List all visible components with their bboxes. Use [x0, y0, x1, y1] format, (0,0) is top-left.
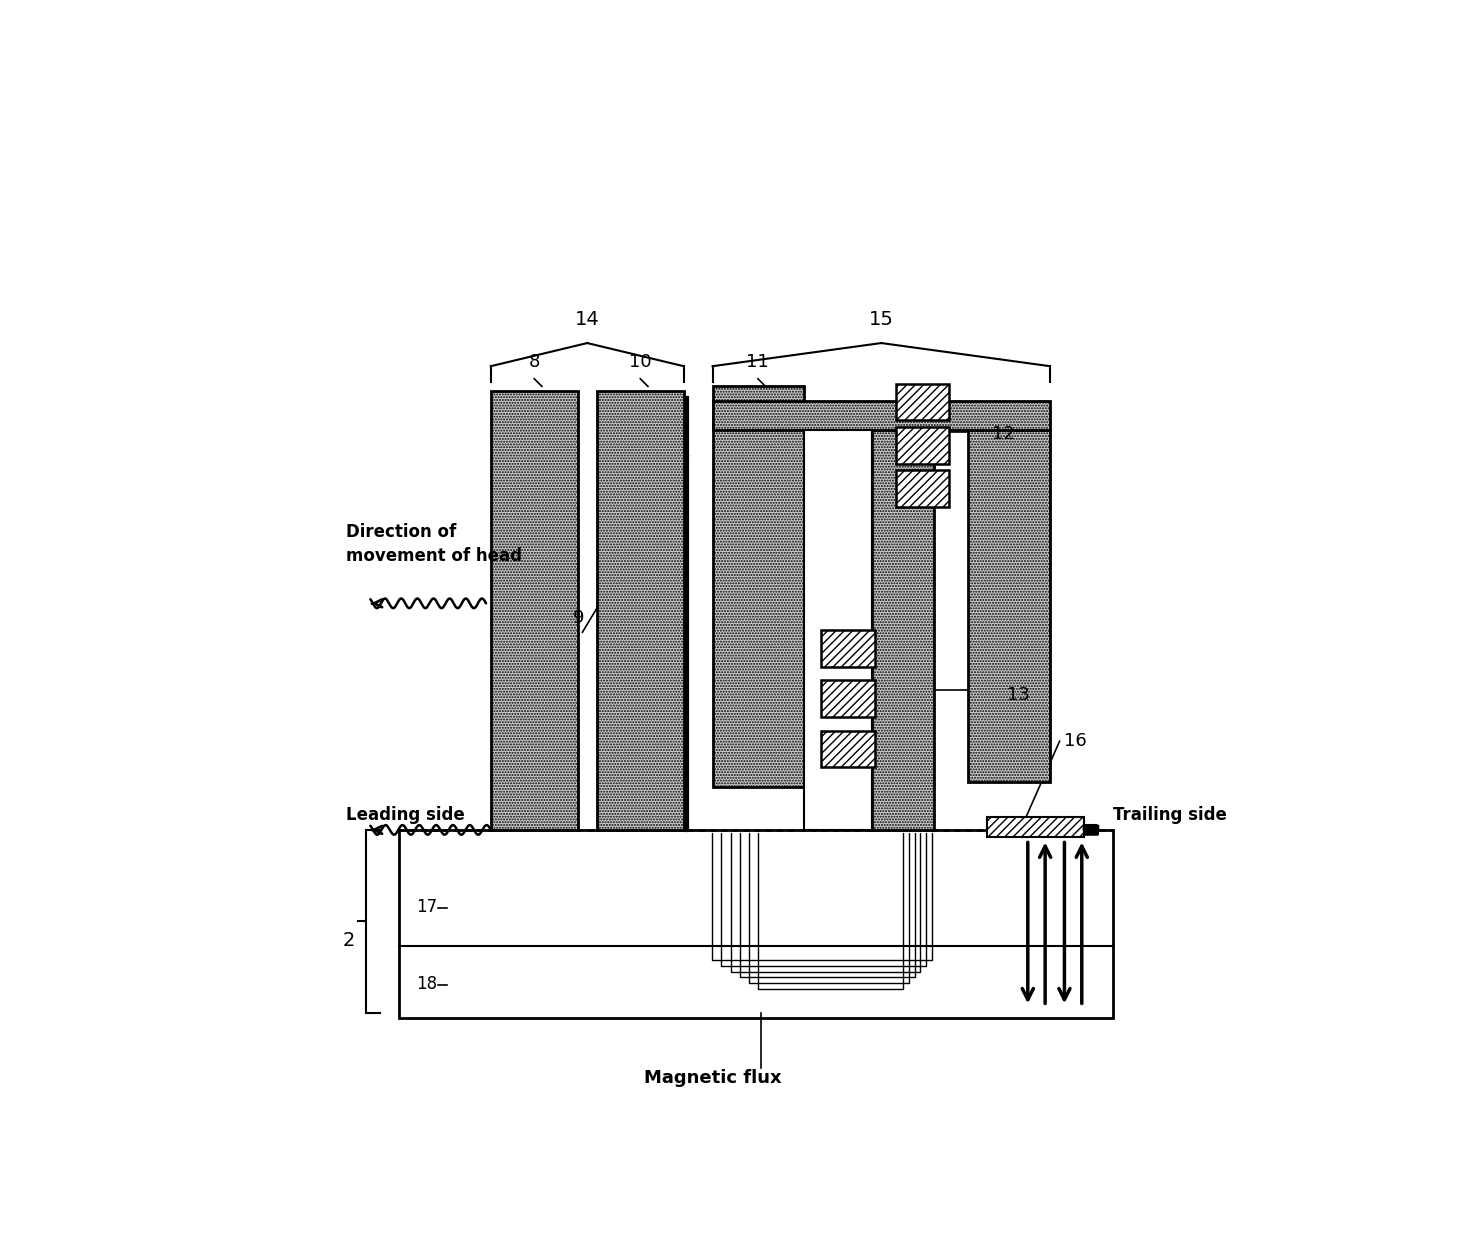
- Text: 16: 16: [1065, 732, 1087, 750]
- Bar: [822, 681, 875, 717]
- Bar: [895, 427, 948, 463]
- Bar: [712, 401, 1050, 429]
- Text: 2: 2: [342, 930, 355, 949]
- Bar: [712, 387, 804, 786]
- Bar: [804, 429, 872, 830]
- Bar: [597, 391, 683, 830]
- Bar: [822, 630, 875, 667]
- Text: 10: 10: [628, 353, 652, 371]
- Text: 8: 8: [528, 353, 540, 371]
- Bar: [987, 818, 1084, 836]
- Text: 9: 9: [572, 608, 584, 626]
- Bar: [400, 830, 1112, 1018]
- Text: 15: 15: [869, 309, 894, 328]
- Bar: [872, 429, 934, 830]
- Text: Trailing side: Trailing side: [1112, 806, 1227, 824]
- Text: 17: 17: [416, 898, 438, 915]
- Text: 18: 18: [416, 975, 438, 993]
- Text: 14: 14: [575, 309, 600, 328]
- Text: Magnetic flux: Magnetic flux: [643, 1069, 782, 1087]
- Bar: [895, 383, 948, 421]
- Bar: [968, 429, 1050, 781]
- Bar: [491, 391, 578, 830]
- Text: Leading side: Leading side: [347, 806, 465, 824]
- Text: 13: 13: [1006, 686, 1030, 704]
- Text: Direction of
movement of head: Direction of movement of head: [347, 523, 522, 565]
- Text: 12: 12: [993, 426, 1015, 443]
- Bar: [895, 471, 948, 507]
- Bar: [822, 731, 875, 767]
- Text: 11: 11: [746, 353, 770, 371]
